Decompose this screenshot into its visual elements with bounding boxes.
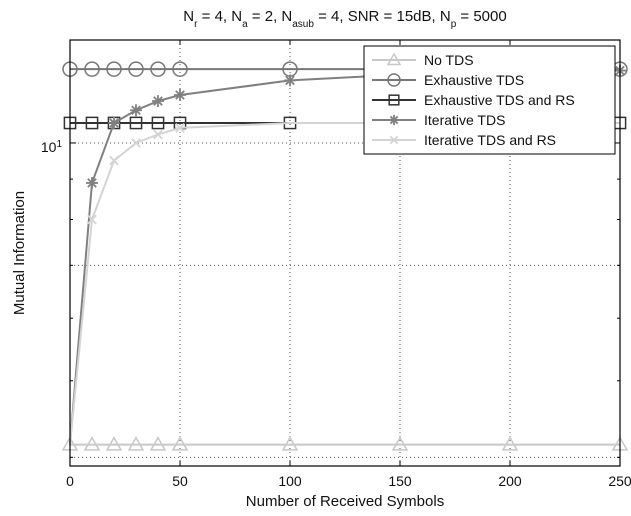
- marker-triangle: [127, 436, 145, 451]
- marker-triangle: [501, 436, 519, 451]
- marker-triangle: [171, 436, 189, 451]
- chart-title-part: N: [183, 8, 194, 25]
- marker-triangle: [281, 436, 299, 451]
- y-tick-label-base: 10: [41, 139, 57, 155]
- x-tick-label: 150: [388, 473, 412, 489]
- x-tick-label: 0: [66, 473, 74, 489]
- x-tick-label: 200: [498, 473, 522, 489]
- marker-asterisk: [174, 89, 186, 101]
- marker-cross: [87, 214, 97, 225]
- legend: No TDS Exhaustive TDS Exhaustive TDS and R…: [363, 45, 616, 155]
- marker-square: [151, 116, 165, 130]
- marker-square: [129, 116, 143, 130]
- grid: [70, 40, 620, 466]
- chart-title-part: a: [242, 19, 248, 30]
- x-tick-label: 250: [608, 473, 631, 489]
- legend-label: Exhaustive TDS: [424, 72, 524, 88]
- x-tick-labels: 0 50 100 150 200 250: [66, 473, 631, 489]
- legend-label: Iterative TDS: [424, 112, 505, 128]
- marker-asterisk: [130, 104, 142, 117]
- marker-circle: [150, 61, 166, 77]
- marker-circle: [106, 61, 122, 77]
- marker-asterisk: [86, 176, 98, 189]
- marker-circle: [128, 61, 144, 77]
- legend-label: Iterative TDS and RS: [424, 132, 556, 148]
- chart-title-part: = 4, SNR = 15dB, N: [314, 8, 451, 25]
- axis-ticks: [69, 40, 621, 466]
- x-axis-label: Number of Received Symbols: [246, 493, 444, 510]
- marker-triangle: [83, 436, 101, 451]
- legend-item: Exhaustive TDS: [372, 72, 524, 88]
- plot-frame: [69, 39, 621, 467]
- legend-item: No TDS: [372, 52, 474, 68]
- chart-title-part: p: [451, 19, 457, 30]
- marker-triangle: [149, 436, 167, 451]
- marker-circle: [172, 61, 188, 77]
- marker-cross: [175, 123, 185, 133]
- chart-title-part: = 4, N: [197, 8, 242, 25]
- y-tick-label: 101: [41, 138, 63, 155]
- marker-asterisk: [152, 95, 164, 107]
- marker-square: [388, 94, 400, 106]
- chart-title-part: = 5000: [456, 8, 506, 25]
- y-tick-label-exp: 1: [56, 138, 62, 149]
- legend-label: No TDS: [424, 52, 474, 68]
- legend-item: Iterative TDS: [372, 112, 505, 128]
- marker-triangle: [386, 52, 402, 66]
- legend-label: Exhaustive TDS and RS: [424, 92, 575, 108]
- y-tick-labels: 101: [41, 138, 63, 155]
- series-no-tds: [61, 436, 629, 451]
- x-tick-label: 50: [172, 473, 188, 489]
- marker-cross: [389, 135, 399, 145]
- marker-asterisk: [284, 74, 296, 87]
- chart-title-part: r: [194, 19, 198, 30]
- y-axis-label: Mutual Information: [11, 191, 28, 315]
- marker-asterisk: [108, 117, 120, 129]
- chart-title: Nr = 4, Na = 2, Nasub = 4, SNR = 15dB, N…: [183, 8, 506, 30]
- legend-item: Exhaustive TDS and RS: [372, 92, 575, 108]
- marker-square: [85, 116, 99, 130]
- marker-cross: [153, 129, 163, 140]
- legend-item: Iterative TDS and RS: [372, 132, 556, 148]
- marker-asterisk: [388, 114, 400, 126]
- marker-circle: [387, 73, 401, 87]
- marker-triangle: [105, 436, 123, 451]
- chart-title-part: asub: [292, 19, 314, 30]
- marker-cross: [131, 138, 141, 148]
- marker-circle: [84, 61, 100, 77]
- marker-cross: [109, 155, 119, 166]
- marker-triangle: [391, 436, 409, 451]
- chart-title-part: = 2, N: [248, 8, 293, 25]
- x-tick-label: 100: [278, 473, 302, 489]
